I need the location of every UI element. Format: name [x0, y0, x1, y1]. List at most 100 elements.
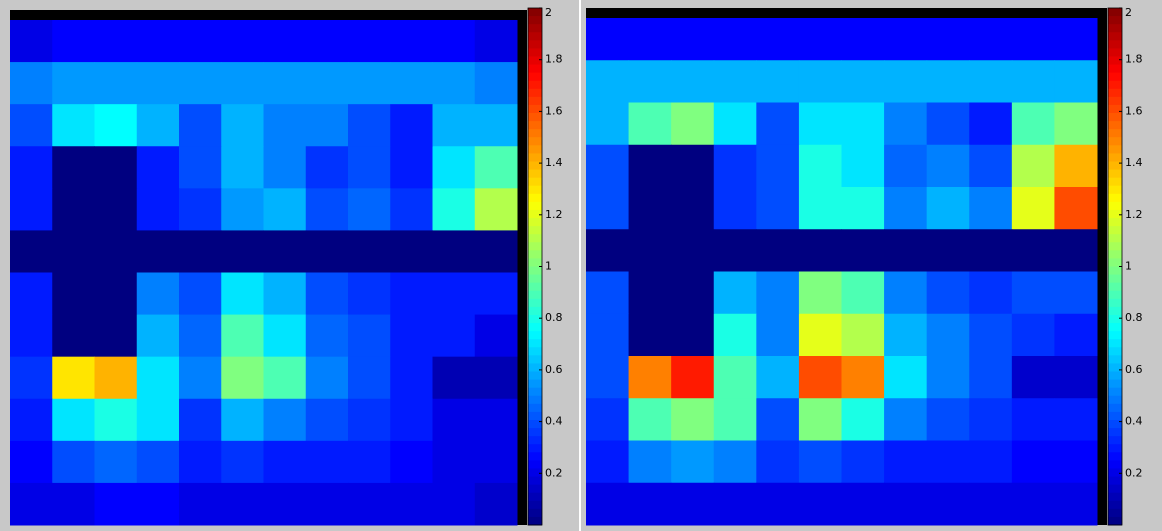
colorbar-segment [1108, 8, 1122, 17]
heat-cell [1011, 482, 1055, 526]
heat-cell [884, 482, 928, 526]
colorbar-segment [528, 88, 542, 98]
heat-cell [756, 313, 800, 357]
heat-cell [474, 440, 518, 484]
heat-cell [263, 230, 307, 273]
heat-cell [305, 356, 349, 400]
colorbar-segment [1108, 419, 1122, 429]
colorbar-segment [528, 379, 542, 389]
heat-cell [713, 271, 757, 315]
heat-cell [628, 60, 672, 103]
colorbar-segment [1108, 355, 1122, 364]
heat-cell [926, 187, 970, 230]
heat-cell [884, 60, 928, 103]
heat-cell [263, 398, 307, 442]
heat-cell [798, 313, 842, 357]
heat-cell [305, 146, 349, 189]
heat-cell [136, 62, 180, 105]
colorbar-segment [1108, 169, 1122, 179]
heat-cell [1011, 187, 1055, 230]
colorbar-tick-label: 1 [545, 260, 552, 273]
heat-cell [305, 62, 349, 105]
heat-cell [432, 314, 476, 358]
heat-cell [221, 146, 264, 189]
heat-cell [179, 230, 222, 273]
colorbar-segment [1108, 161, 1122, 171]
colorbar-segment [1108, 24, 1122, 33]
heat-cell [52, 398, 95, 442]
colorbar-segment [1108, 137, 1122, 146]
heat-cell [1011, 229, 1055, 272]
heat-cell [1011, 18, 1055, 61]
heat-cell [926, 313, 970, 357]
heat-cell [179, 314, 222, 358]
heat-cell [136, 272, 180, 316]
colorbar-segment [528, 516, 542, 526]
heat-cell [628, 313, 672, 357]
heat-cell [94, 146, 138, 189]
heat-cell [1054, 187, 1098, 230]
colorbar-segment [1108, 242, 1122, 251]
colorbar-segment [528, 282, 542, 292]
heat-cell [390, 314, 433, 358]
heat-cell [263, 188, 307, 231]
heat-cell [136, 20, 180, 63]
colorbar-segment [1108, 56, 1122, 66]
colorbar-segment [1108, 379, 1122, 389]
colorbar-tick-label: 0.2 [1125, 466, 1143, 479]
heat-cell [713, 60, 757, 103]
heat-cell [841, 18, 885, 61]
heat-cell [263, 272, 307, 316]
colorbar-segment [528, 226, 542, 235]
colorbar-tick-label: 1.4 [1125, 156, 1143, 169]
heat-cell [390, 440, 433, 484]
colorbar-segment [1108, 306, 1122, 316]
heat-cell [348, 440, 391, 484]
heat-cell [713, 144, 757, 188]
heat-cell [221, 62, 264, 105]
colorbar-segment [1108, 452, 1122, 461]
colorbar-segment [528, 250, 542, 259]
colorbar-segment [1108, 72, 1122, 82]
colorbar-segment [528, 347, 542, 356]
colorbar-segment [1108, 476, 1122, 486]
heat-cell [390, 188, 433, 231]
heat-cell [432, 440, 476, 484]
heat-cell [1011, 271, 1055, 315]
heat-cell [671, 440, 715, 484]
colorbar-segment [1108, 266, 1122, 276]
heat-cell [305, 482, 349, 526]
heat-cell [586, 482, 630, 526]
heat-cell [305, 104, 349, 147]
colorbar-segment [528, 129, 542, 138]
heat-cell [10, 62, 53, 105]
heat-cell [348, 356, 391, 400]
heat-cell [474, 482, 518, 526]
colorbar-segment [528, 476, 542, 486]
frame-top [10, 10, 527, 20]
heat-cell [671, 102, 715, 146]
heat-cell [221, 482, 264, 526]
heat-cell [432, 146, 476, 189]
heat-cell [136, 188, 180, 231]
heat-cell [94, 314, 138, 358]
heat-cell [586, 271, 630, 315]
heat-cell [884, 440, 928, 484]
heat-cell [798, 60, 842, 103]
heat-cell [1054, 60, 1098, 103]
heat-cell [628, 440, 672, 484]
colorbar-segment [528, 32, 542, 41]
heat-cell [798, 356, 842, 399]
colorbar-segment [528, 444, 542, 453]
heat-cell [969, 18, 1013, 61]
colorbar-segment [1108, 331, 1122, 340]
heat-cell [10, 398, 53, 442]
heat-cell [94, 398, 138, 442]
heat-cell [136, 398, 180, 442]
colorbar-tick-label: 2 [1125, 6, 1132, 19]
colorbar-segment [528, 201, 542, 211]
colorbar-tick-label: 0.6 [545, 363, 563, 376]
heat-cell [474, 104, 518, 147]
heat-cell [179, 146, 222, 189]
